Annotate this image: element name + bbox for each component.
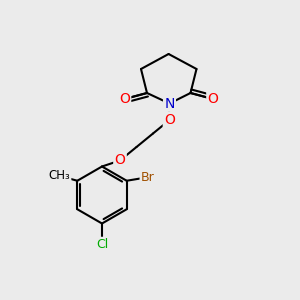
Text: Cl: Cl	[96, 238, 108, 251]
Text: N: N	[164, 97, 175, 110]
Text: O: O	[164, 113, 175, 127]
Text: Br: Br	[141, 171, 154, 184]
Text: CH₃: CH₃	[48, 169, 70, 182]
Text: O: O	[119, 92, 130, 106]
Text: O: O	[115, 154, 125, 167]
Text: O: O	[208, 92, 218, 106]
